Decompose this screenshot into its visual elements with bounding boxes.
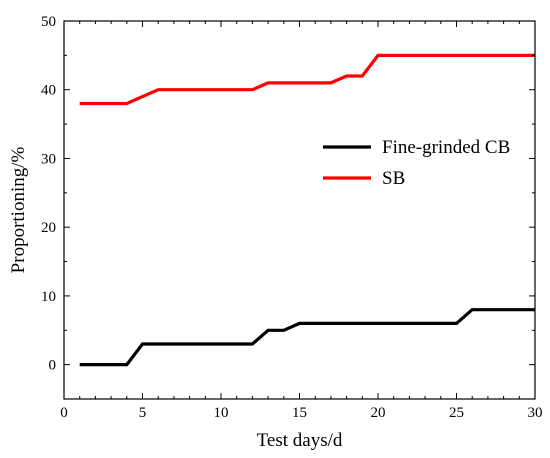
- series-line-fine-grinded-cb: [79, 308, 535, 367]
- legend-label-sb: SB: [382, 168, 405, 189]
- x-tick-label: 30: [528, 405, 543, 421]
- y-tick-label: 50: [41, 14, 56, 30]
- plot-frame: [63, 20, 536, 400]
- x-tick-label: 20: [371, 405, 386, 421]
- x-tick-label: 10: [214, 405, 229, 421]
- y-axis-ticks: 0 10 20 30 40 50: [41, 14, 535, 400]
- y-tick-label: 20: [41, 220, 56, 236]
- x-tick-label: 25: [449, 405, 464, 421]
- x-axis-ticks: 0 5 10 15 20 25 30: [60, 21, 543, 421]
- x-axis-title: Test days/d: [257, 430, 343, 451]
- y-axis-title: Proportioning/%: [8, 146, 29, 273]
- x-tick-label: 5: [139, 405, 147, 421]
- series-line-sb: [79, 53, 535, 106]
- series-layer: [79, 53, 535, 367]
- x-tick-label: 0: [60, 405, 68, 421]
- y-tick-label: 30: [41, 151, 56, 167]
- legend: Fine-grinded CB SB: [323, 137, 510, 189]
- y-tick-label: 40: [41, 83, 56, 99]
- legend-label-fine-grinded-cb: Fine-grinded CB: [382, 137, 510, 158]
- y-tick-label: 10: [41, 289, 56, 305]
- y-tick-label: 0: [49, 358, 57, 374]
- x-tick-label: 15: [292, 405, 307, 421]
